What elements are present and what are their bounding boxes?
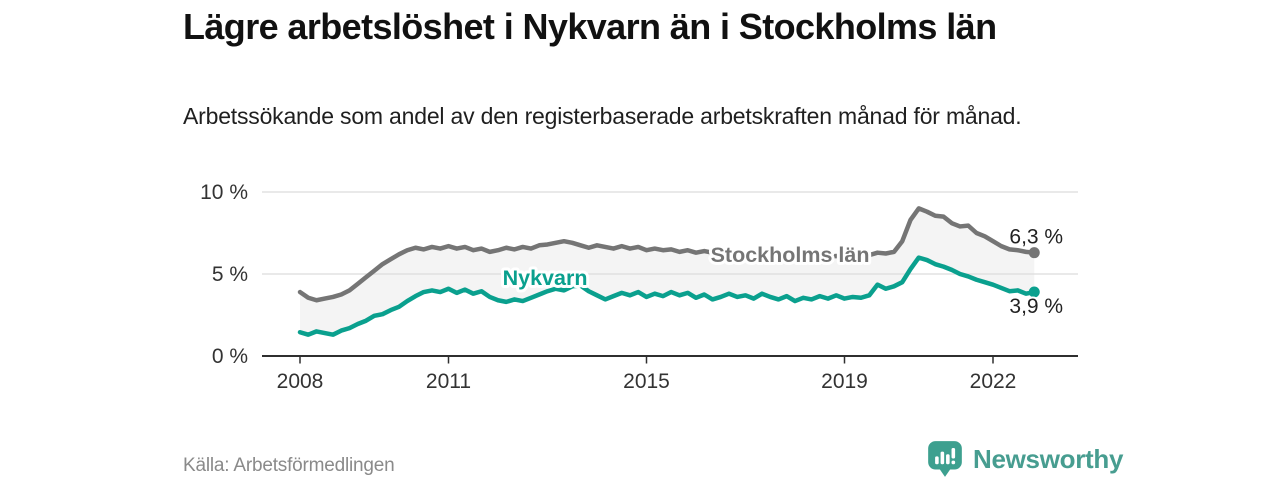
logo-bars — [935, 447, 956, 465]
x-axis-label: 2022 — [970, 370, 1017, 393]
newsworthy-logo: Newsworthy — [926, 439, 1123, 479]
series-label-nykvarn: Nykvarn — [503, 266, 588, 290]
x-axis-label: 2019 — [821, 370, 868, 393]
x-axis-label: 2015 — [623, 370, 670, 393]
area-between-series — [300, 208, 1035, 335]
end-value-label-stockholms-l-n: 6,3 % — [1009, 226, 1063, 249]
chart-title: Lägre arbetslöshet i Nykvarn än i Stockh… — [183, 6, 997, 47]
end-dot-nykvarn — [1028, 286, 1040, 298]
y-axis-label: 0 % — [212, 345, 248, 368]
y-axis-label: 5 % — [212, 263, 248, 286]
chart-subtitle: Arbetssökande som andel av den registerb… — [183, 103, 1022, 129]
y-axis-label: 10 % — [200, 181, 248, 204]
series-line-nykvarn — [297, 255, 1037, 337]
logo-bubble — [928, 441, 962, 477]
bar-chart-speech-bubble-icon — [928, 441, 962, 477]
x-axis-label: 2008 — [277, 370, 324, 393]
series-line-stockholms-l-n — [297, 206, 1037, 303]
x-axis-label: 2011 — [426, 370, 471, 393]
end-value-label-nykvarn: 3,9 % — [1009, 295, 1063, 318]
end-dot-stockholms-l-n — [1028, 247, 1040, 259]
logo-wordmark: Newsworthy — [973, 443, 1124, 474]
source-note: Källa: Arbetsförmedlingen — [183, 455, 395, 476]
series-label-stockholms-l-n: Stockholms län — [711, 243, 870, 267]
